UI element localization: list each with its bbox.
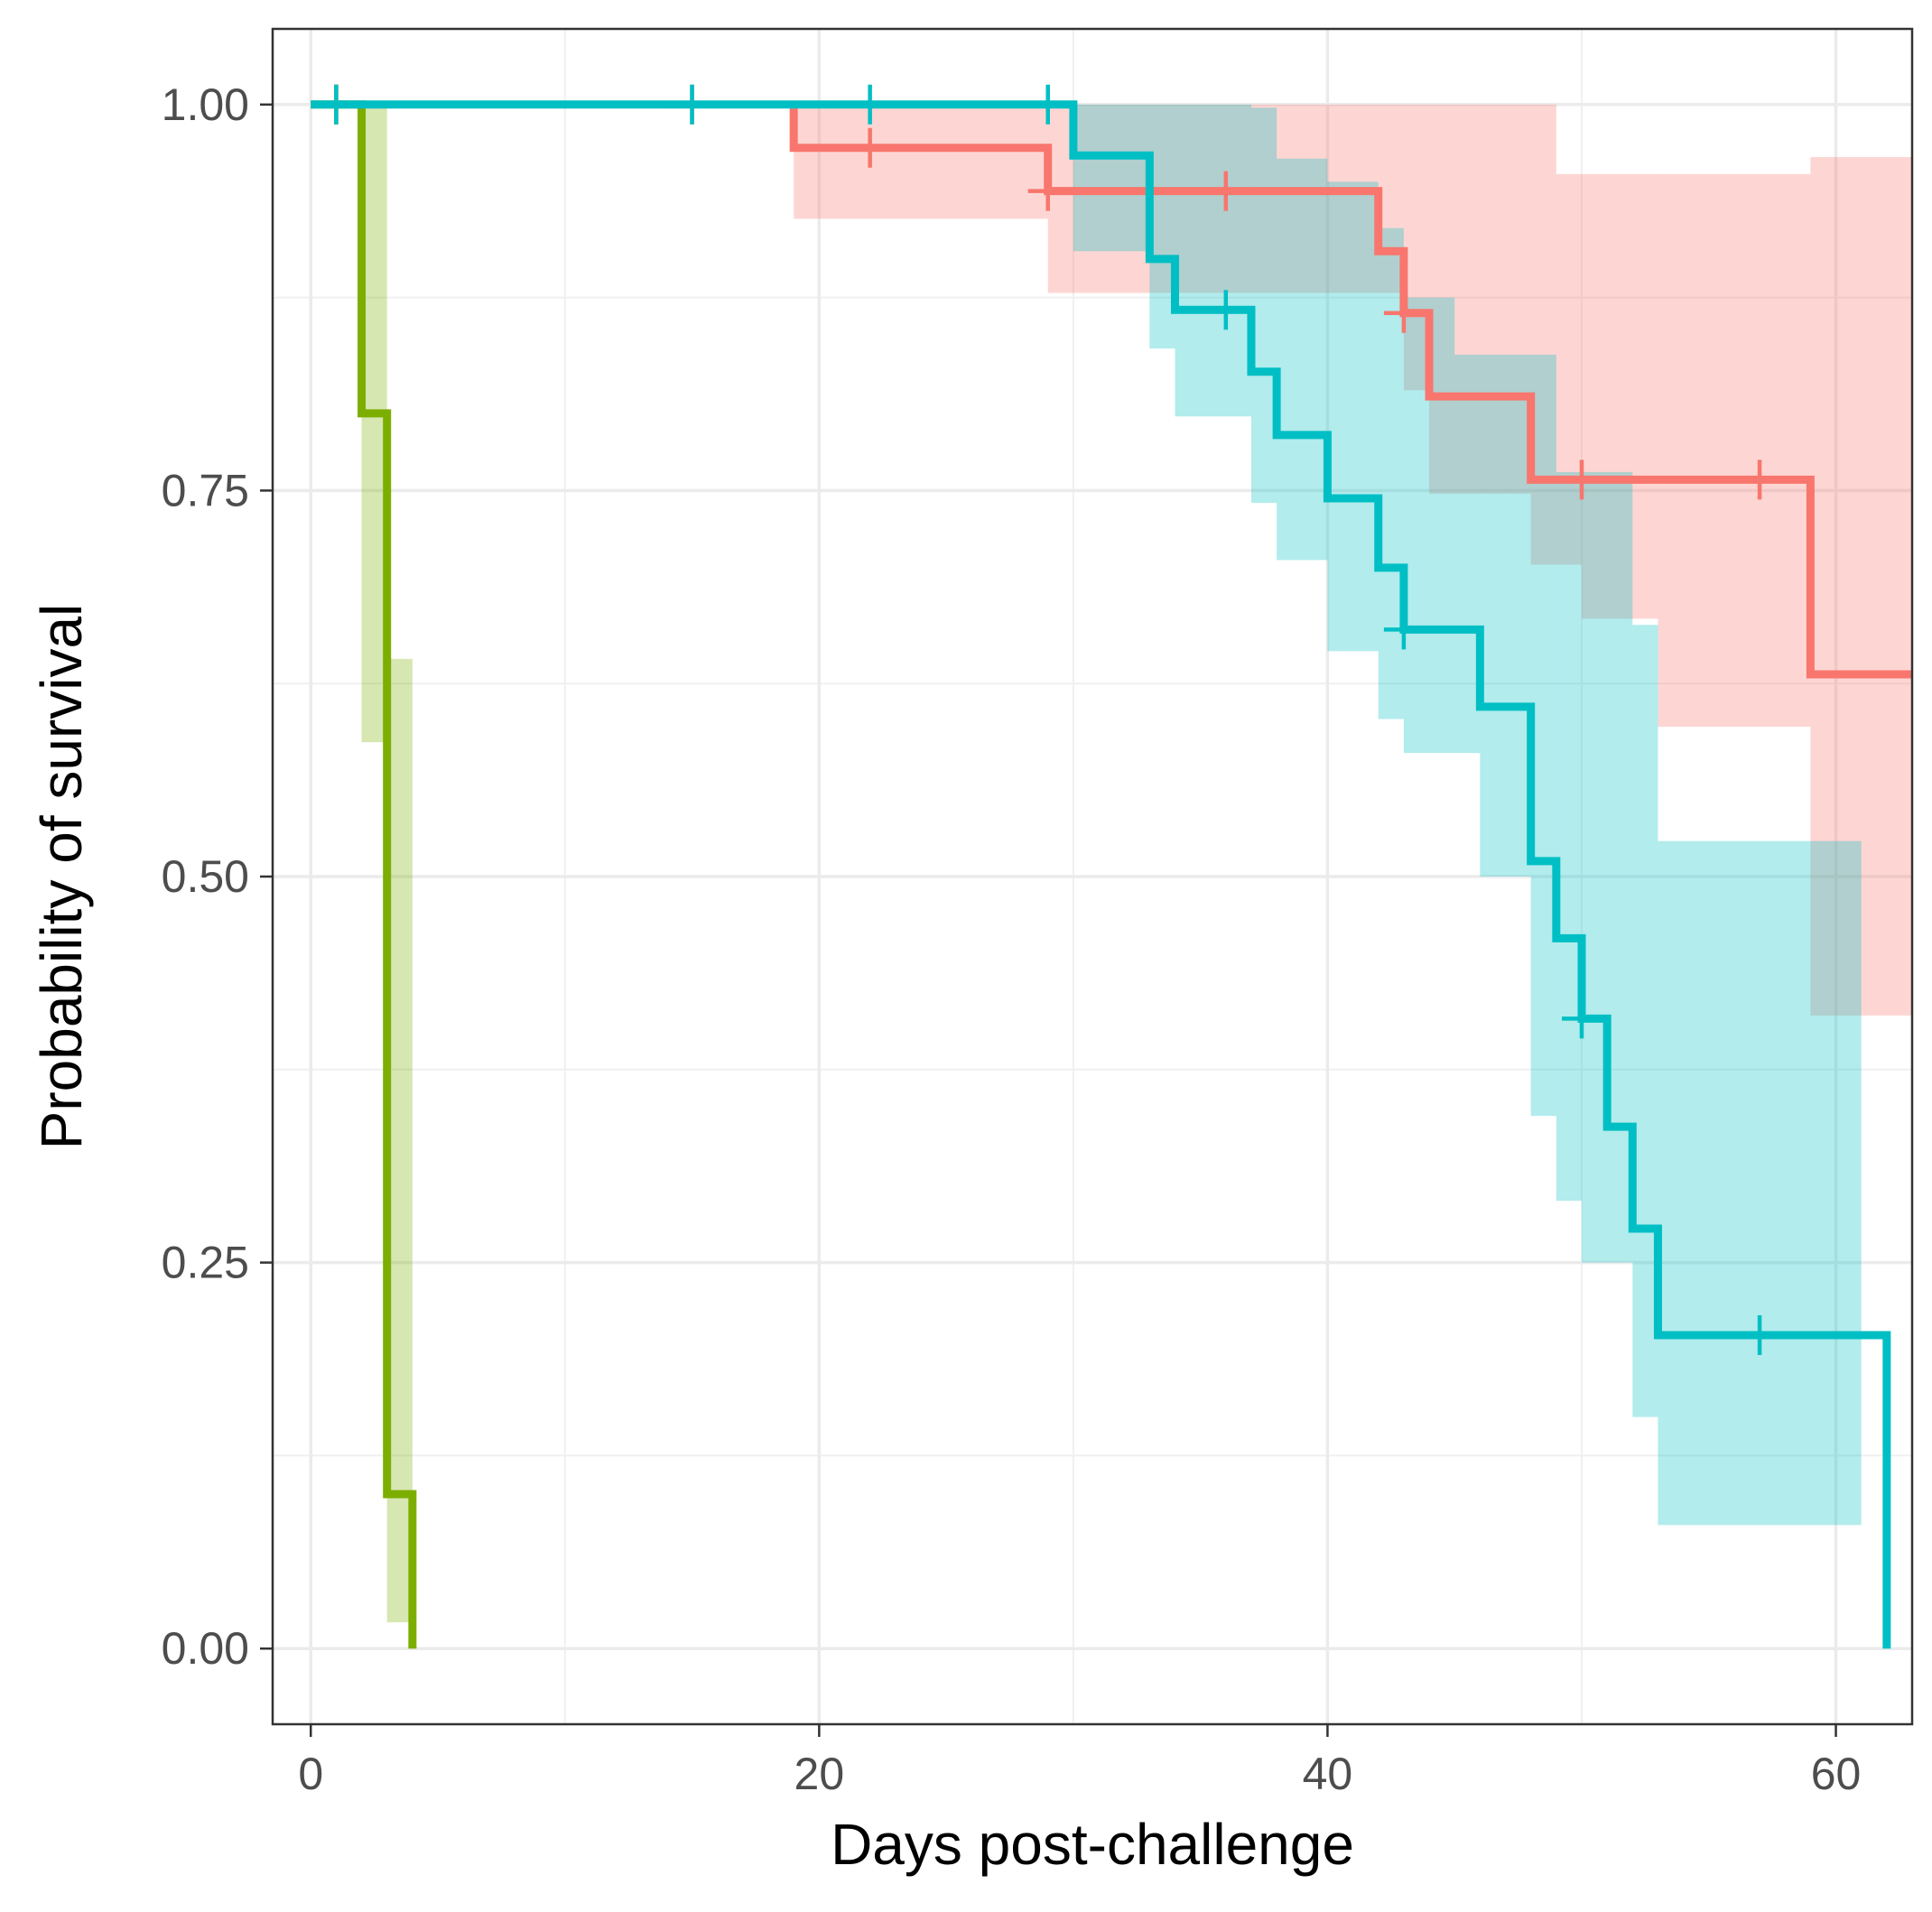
ci-band-segment <box>1810 156 1912 1016</box>
censor-mark <box>1740 1314 1780 1355</box>
ci-band-segment <box>1429 104 1531 494</box>
ci-band-segment <box>1658 840 1862 1526</box>
ci-band-segment <box>1632 625 1658 1417</box>
censor-mark <box>1383 292 1424 333</box>
x-tick-label: 0 <box>298 1749 323 1799</box>
censor-marks <box>316 84 1780 1355</box>
censor-mark <box>316 84 357 125</box>
ci-band-segment <box>386 658 413 1623</box>
ci-band-segment <box>1047 104 1379 293</box>
x-tick-label: 20 <box>794 1749 845 1799</box>
ci-band-segment <box>1581 173 1658 619</box>
ci-band-segment <box>1175 104 1251 417</box>
x-tick-label: 40 <box>1303 1749 1353 1799</box>
ci-band-segment <box>794 104 1048 219</box>
ci-band-segment <box>1327 181 1379 652</box>
censor-mark <box>1205 290 1246 330</box>
ci-band-segment <box>1378 227 1404 719</box>
y-tick-label: 0.75 <box>162 465 249 515</box>
x-axis-title: Days post-challenge <box>831 1812 1354 1877</box>
ci-band-segment <box>1530 104 1556 565</box>
censor-mark <box>1740 459 1780 500</box>
ci-band-segment <box>1581 471 1633 1263</box>
censor-mark <box>1027 171 1068 211</box>
y-tick-label: 1.00 <box>162 79 249 130</box>
ci-band-segment <box>1250 107 1277 504</box>
censor-mark <box>672 84 712 125</box>
ci-band-segment <box>1505 354 1531 877</box>
censor-mark <box>850 84 890 125</box>
censor-mark <box>1027 84 1068 125</box>
ci-band-segment <box>1454 354 1481 754</box>
censor-mark <box>1383 609 1424 650</box>
x-tick-label: 60 <box>1811 1749 1862 1799</box>
y-axis-ticks: 0.00 0.25 0.50 0.75 1.00 <box>162 79 273 1674</box>
ci-band-segment <box>361 104 387 743</box>
ci-band-segment <box>1556 471 1582 1202</box>
ci-band-segment <box>1073 104 1150 252</box>
ci-band-segment <box>1658 173 1811 728</box>
y-axis-title: Probability of survival <box>29 604 94 1150</box>
censor-mark <box>1561 998 1602 1039</box>
ci-band-segment <box>1403 104 1430 391</box>
x-axis-ticks: 0 20 40 60 <box>298 1724 1861 1799</box>
censor-mark <box>850 127 890 168</box>
y-tick-label: 0.50 <box>162 851 249 902</box>
confidence-bands <box>361 104 1912 1623</box>
y-tick-label: 0.00 <box>162 1623 249 1674</box>
y-tick-label: 0.25 <box>162 1238 249 1288</box>
ci-band-segment <box>1556 173 1582 565</box>
ci-band-segment <box>1378 104 1404 293</box>
censor-mark <box>1205 171 1246 211</box>
censor-mark <box>1561 459 1602 500</box>
ci-band-segment <box>1149 104 1175 349</box>
ci-band-segment <box>1480 354 1506 877</box>
ci-band-segment <box>1277 158 1328 561</box>
